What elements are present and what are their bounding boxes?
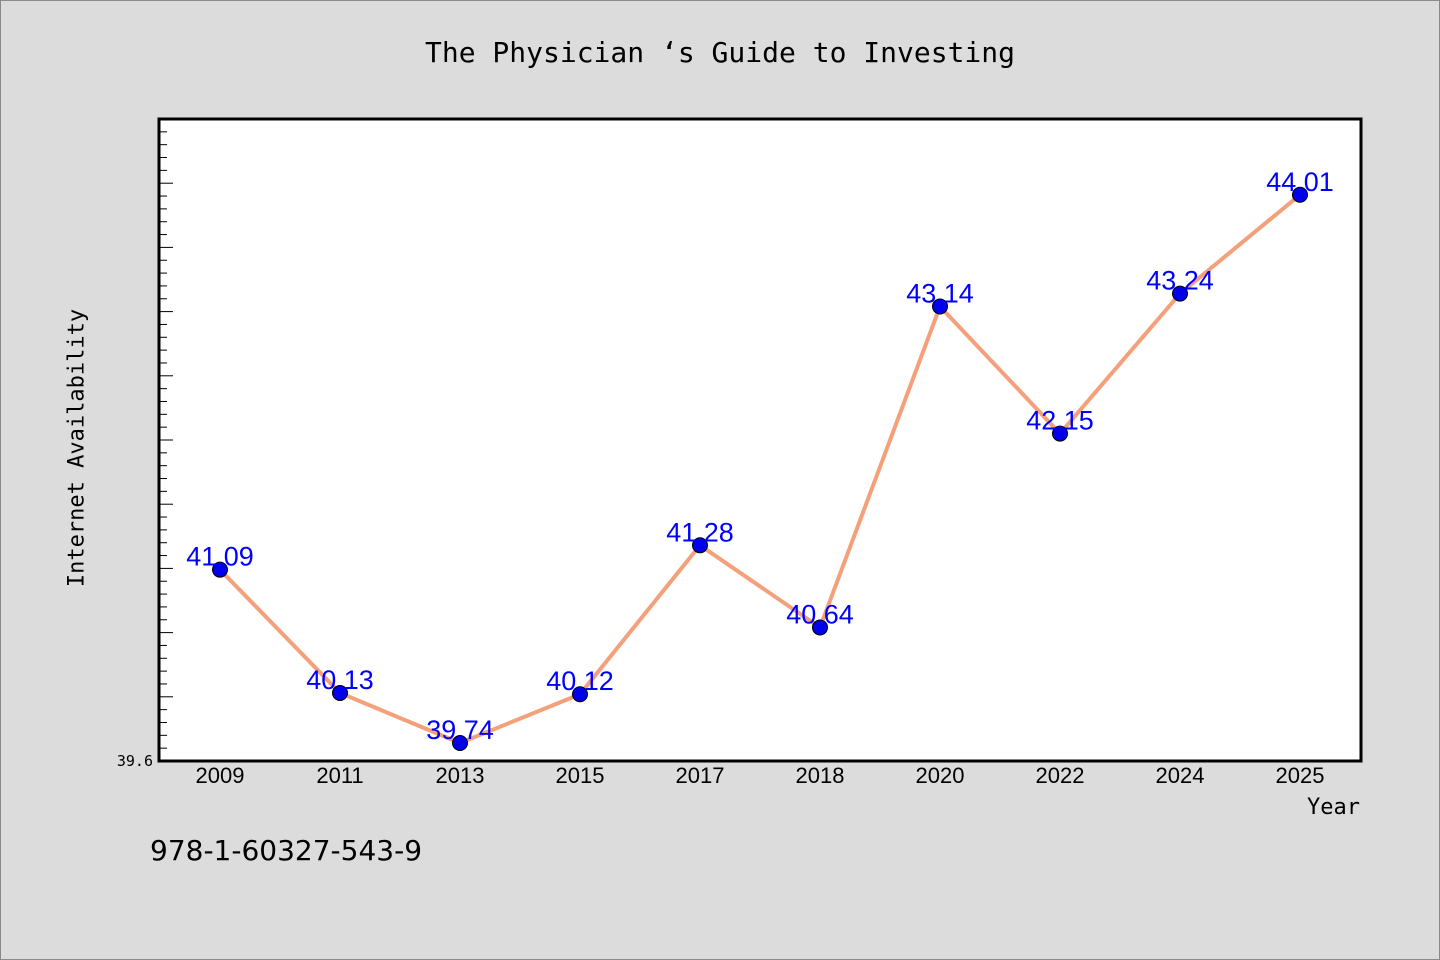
data-label: 40.13 [306,665,374,695]
series-line [218,193,1302,746]
data-label: 43.14 [906,278,974,308]
x-axis-tick-labels: 2009 2011 2013 2015 2017 2018 2020 2022 2024 2025 [196,763,1325,788]
y-tick-label: 39.6 [117,752,153,770]
data-label: 44.01 [1266,167,1334,197]
data-label: 40.12 [546,666,614,696]
x-tick-label: 2022 [1036,763,1085,788]
data-point [212,561,228,578]
data-point [1052,425,1068,442]
x-tick-label: 2011 [316,763,363,788]
x-tick-label: 2015 [556,763,605,788]
data-label: 40.64 [786,599,854,629]
data-point [332,684,348,701]
data-labels: 41.09 40.13 39.74 40.12 41.28 40.64 43.14 42.15… [186,167,1334,745]
data-point [572,686,588,703]
data-point [1292,186,1308,203]
chart-title: The Physician ‘s Guide to Investing [424,36,1015,69]
data-markers [212,186,1308,752]
y-axis-ticks: 39.6 [117,118,173,770]
x-tick-label: 2025 [1276,763,1325,788]
data-point [812,619,828,636]
plot-area [157,117,1363,763]
x-axis-label: Year [1307,795,1360,820]
data-point [692,537,708,554]
isbn-footnote: 978-1-60327-543-9 [150,834,423,867]
data-label: 42.15 [1026,406,1094,436]
x-tick-label: 2013 [436,763,485,788]
x-tick-label: 2018 [796,763,845,788]
data-label: 41.28 [666,517,734,547]
data-point [932,298,948,315]
data-label: 39.74 [426,715,494,745]
data-label: 43.24 [1146,266,1214,296]
x-tick-label: 2020 [916,763,965,788]
x-tick-label: 2024 [1156,763,1205,788]
x-tick-label: 2017 [676,763,725,788]
x-tick-label: 2009 [196,763,245,788]
data-label: 41.09 [186,542,254,572]
data-point [1172,285,1188,302]
data-point [452,735,468,752]
